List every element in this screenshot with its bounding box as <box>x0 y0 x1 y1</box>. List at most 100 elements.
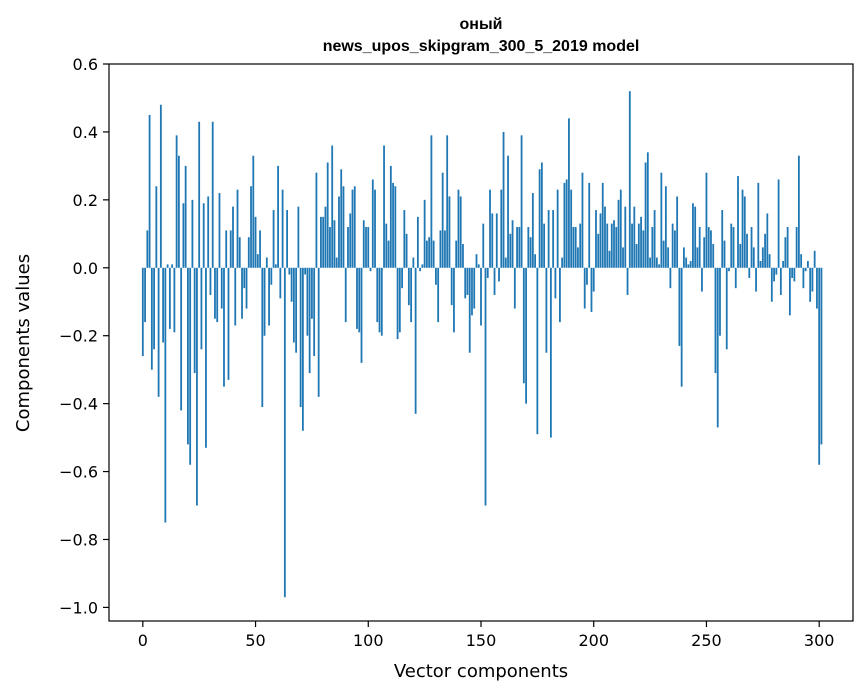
bar <box>588 182 591 268</box>
bar <box>518 227 521 268</box>
bar <box>757 182 760 268</box>
bar <box>401 267 403 289</box>
bar <box>295 267 298 353</box>
bar <box>728 267 730 272</box>
bar <box>795 227 798 268</box>
bar <box>797 155 800 268</box>
bar <box>721 210 724 268</box>
bar <box>811 267 814 292</box>
bar <box>633 206 636 268</box>
bar <box>241 267 243 319</box>
bar <box>256 254 259 268</box>
bar <box>522 267 525 384</box>
bar <box>466 267 469 295</box>
bar <box>655 257 658 268</box>
bar <box>586 267 588 285</box>
bar <box>473 267 476 309</box>
bar <box>732 227 735 268</box>
bar <box>624 206 627 268</box>
bar <box>146 230 149 268</box>
bar <box>604 206 606 268</box>
bar <box>678 267 681 346</box>
bar <box>211 121 214 268</box>
bar <box>196 267 198 506</box>
bar <box>538 169 541 268</box>
bar <box>220 267 223 309</box>
bar <box>159 104 162 268</box>
bar <box>367 227 370 268</box>
bar <box>216 267 219 323</box>
bar <box>568 118 570 268</box>
bar <box>150 267 153 370</box>
bar <box>471 267 473 316</box>
bar <box>380 267 383 336</box>
bar <box>173 267 176 333</box>
bar <box>247 237 250 268</box>
bar <box>714 267 717 374</box>
bar <box>301 267 304 431</box>
bar <box>322 216 325 268</box>
bar <box>793 267 796 282</box>
bar <box>437 267 440 323</box>
bar <box>784 237 787 268</box>
bar <box>635 244 638 268</box>
bar <box>482 223 485 268</box>
bar <box>243 267 246 289</box>
bar <box>214 267 216 319</box>
bar <box>540 162 543 268</box>
bar <box>277 165 279 268</box>
bar <box>252 155 255 268</box>
x-tick-label: 50 <box>245 631 265 650</box>
bar <box>365 227 367 268</box>
bar <box>788 267 791 316</box>
bar <box>531 193 534 268</box>
bar <box>701 267 703 292</box>
bar <box>229 230 232 268</box>
bar <box>644 162 647 268</box>
bar <box>398 267 401 333</box>
bar <box>396 267 399 340</box>
bar <box>723 240 726 268</box>
y-tick-label: −0.4 <box>59 395 98 414</box>
bar <box>155 186 158 268</box>
bar <box>259 230 261 268</box>
bar <box>651 227 654 268</box>
bar <box>371 179 374 268</box>
bar <box>622 247 624 268</box>
bar <box>748 267 751 278</box>
bar <box>628 91 631 268</box>
bar <box>360 267 363 363</box>
y-tick-label: 0.0 <box>73 259 98 278</box>
bar <box>759 260 762 268</box>
bar <box>414 267 417 414</box>
bar <box>741 189 744 268</box>
bar <box>534 254 537 268</box>
bar <box>617 199 620 268</box>
bar <box>218 193 221 268</box>
bar <box>552 210 555 268</box>
bar <box>475 254 478 268</box>
bar <box>685 257 688 268</box>
bar <box>626 267 629 295</box>
bar <box>320 216 322 268</box>
bar <box>495 213 498 268</box>
bar <box>281 189 284 268</box>
bar <box>338 196 340 268</box>
bar <box>673 230 676 268</box>
bar <box>791 267 794 278</box>
bar <box>141 267 144 357</box>
y-axis-label: Components values <box>13 254 34 432</box>
bar <box>315 172 318 268</box>
bar <box>331 145 334 268</box>
bar <box>268 267 270 326</box>
bar <box>683 247 685 268</box>
bar <box>425 240 428 268</box>
bar <box>153 267 155 350</box>
bar <box>234 267 237 326</box>
bar <box>504 257 507 268</box>
y-tick-label: −1.0 <box>59 598 98 617</box>
bar <box>189 267 192 465</box>
bar <box>164 267 167 523</box>
bar <box>606 223 609 268</box>
